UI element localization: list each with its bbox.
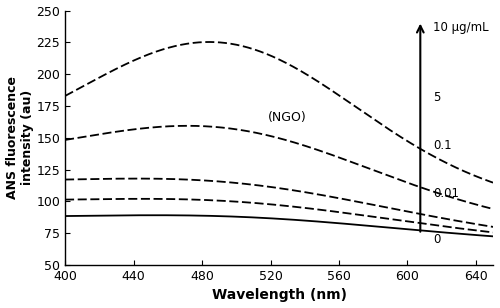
Y-axis label: ANS fluorescence
intensity (au): ANS fluorescence intensity (au)	[6, 76, 34, 199]
Text: 0.1: 0.1	[433, 139, 452, 152]
Text: 0.01: 0.01	[433, 187, 459, 200]
Text: 10 µg/mL: 10 µg/mL	[433, 21, 489, 34]
Text: (NGO): (NGO)	[268, 111, 307, 124]
X-axis label: Wavelength (nm): Wavelength (nm)	[212, 289, 346, 302]
Text: 5: 5	[433, 91, 440, 103]
Text: 0: 0	[433, 233, 440, 246]
